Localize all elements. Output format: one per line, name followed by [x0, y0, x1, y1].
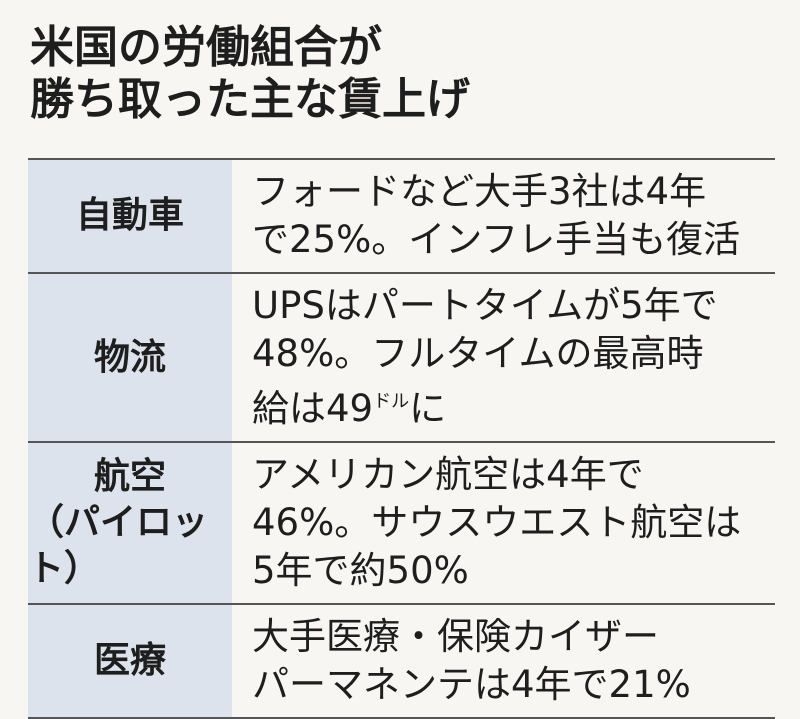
row-label: 物流 [28, 274, 232, 441]
text-segment: フォードなど大手3社は4年 [252, 170, 707, 213]
text-segment: パーマネンテは4年で21% [252, 663, 691, 706]
title-line: 勝ち取った主な賃上げ [30, 74, 470, 125]
row-text: フォードなど大手3社は4年 で25%。インフレ手当も復活 [232, 160, 775, 272]
text-line: UPSはパートタイムが5年で [252, 282, 775, 330]
row-text: 大手医療・保険カイザー パーマネンテは4年で21% [232, 605, 775, 717]
table: 自動車 フォードなど大手3社は4年 で25%。インフレ手当も復活物流 UPSはパートタ… [28, 158, 775, 719]
text-segment: に [409, 387, 447, 430]
table-row: 自動車 フォードなど大手3社は4年 で25%。インフレ手当も復活 [28, 160, 775, 274]
text-segment: 大手医療・保険カイザー [252, 615, 659, 658]
text-segment: UPSはパートタイムが5年で [252, 284, 718, 327]
text-line: 5年で約50% [252, 547, 775, 595]
title: 米国の労働組合が 勝ち取った主な賃上げ [30, 22, 470, 126]
text-line: パーマネンテは4年で21% [252, 661, 775, 709]
row-text: UPSはパートタイムが5年で 48%。フルタイムの最高時 給は49ドルに [232, 274, 775, 441]
text-segment: 給は49 [252, 387, 374, 430]
table-row: 医療 大手医療・保険カイザー パーマネンテは4年で21% [28, 605, 775, 719]
text-segment: 46%。サウスウエスト航空は [252, 501, 742, 544]
label-line: 物流 [93, 336, 166, 378]
text-line: 46%。サウスウエスト航空は [252, 499, 775, 547]
row-label: 自動車 [28, 160, 232, 272]
text-line: 大手医療・保険カイザー [252, 613, 775, 661]
table-row: 物流 UPSはパートタイムが5年で 48%。フルタイムの最高時 給は49ドルに [28, 274, 775, 443]
label-line: 医療 [93, 640, 166, 681]
row-text: アメリカン航空は4年で 46%。サウスウエスト航空は 5年で約50% [232, 443, 775, 603]
text-segment: で25%。インフレ手当も復活 [252, 218, 741, 261]
text-line: アメリカン航空は4年で [252, 451, 775, 499]
text-segment: ドル [373, 391, 410, 412]
text-line: 48%。フルタイムの最高時 [252, 330, 775, 378]
title-line: 米国の労働組合が [30, 22, 382, 73]
row-label: 航空 （パイロット） [28, 443, 232, 603]
text-segment: アメリカン航空は4年で [252, 453, 644, 496]
text-line: フォードなど大手3社は4年 [252, 168, 775, 216]
label-line: 自動車 [75, 195, 184, 236]
text-segment: 48%。フルタイムの最高時 [252, 332, 704, 375]
text-line: 給は49ドルに [252, 378, 775, 433]
page: 米国の労働組合が 勝ち取った主な賃上げ 自動車 フォードなど大手3社は4年 で25%。… [28, 22, 775, 719]
label-line: 航空 [93, 456, 166, 497]
label-line: （パイロット） [28, 502, 209, 589]
row-label: 医療 [28, 605, 232, 717]
text-line: で25%。インフレ手当も復活 [252, 216, 775, 264]
text-segment: 5年で約50% [252, 549, 469, 592]
table-row: 航空 （パイロット） アメリカン航空は4年で 46%。サウスウエスト航空は 5年で約50… [28, 443, 775, 605]
